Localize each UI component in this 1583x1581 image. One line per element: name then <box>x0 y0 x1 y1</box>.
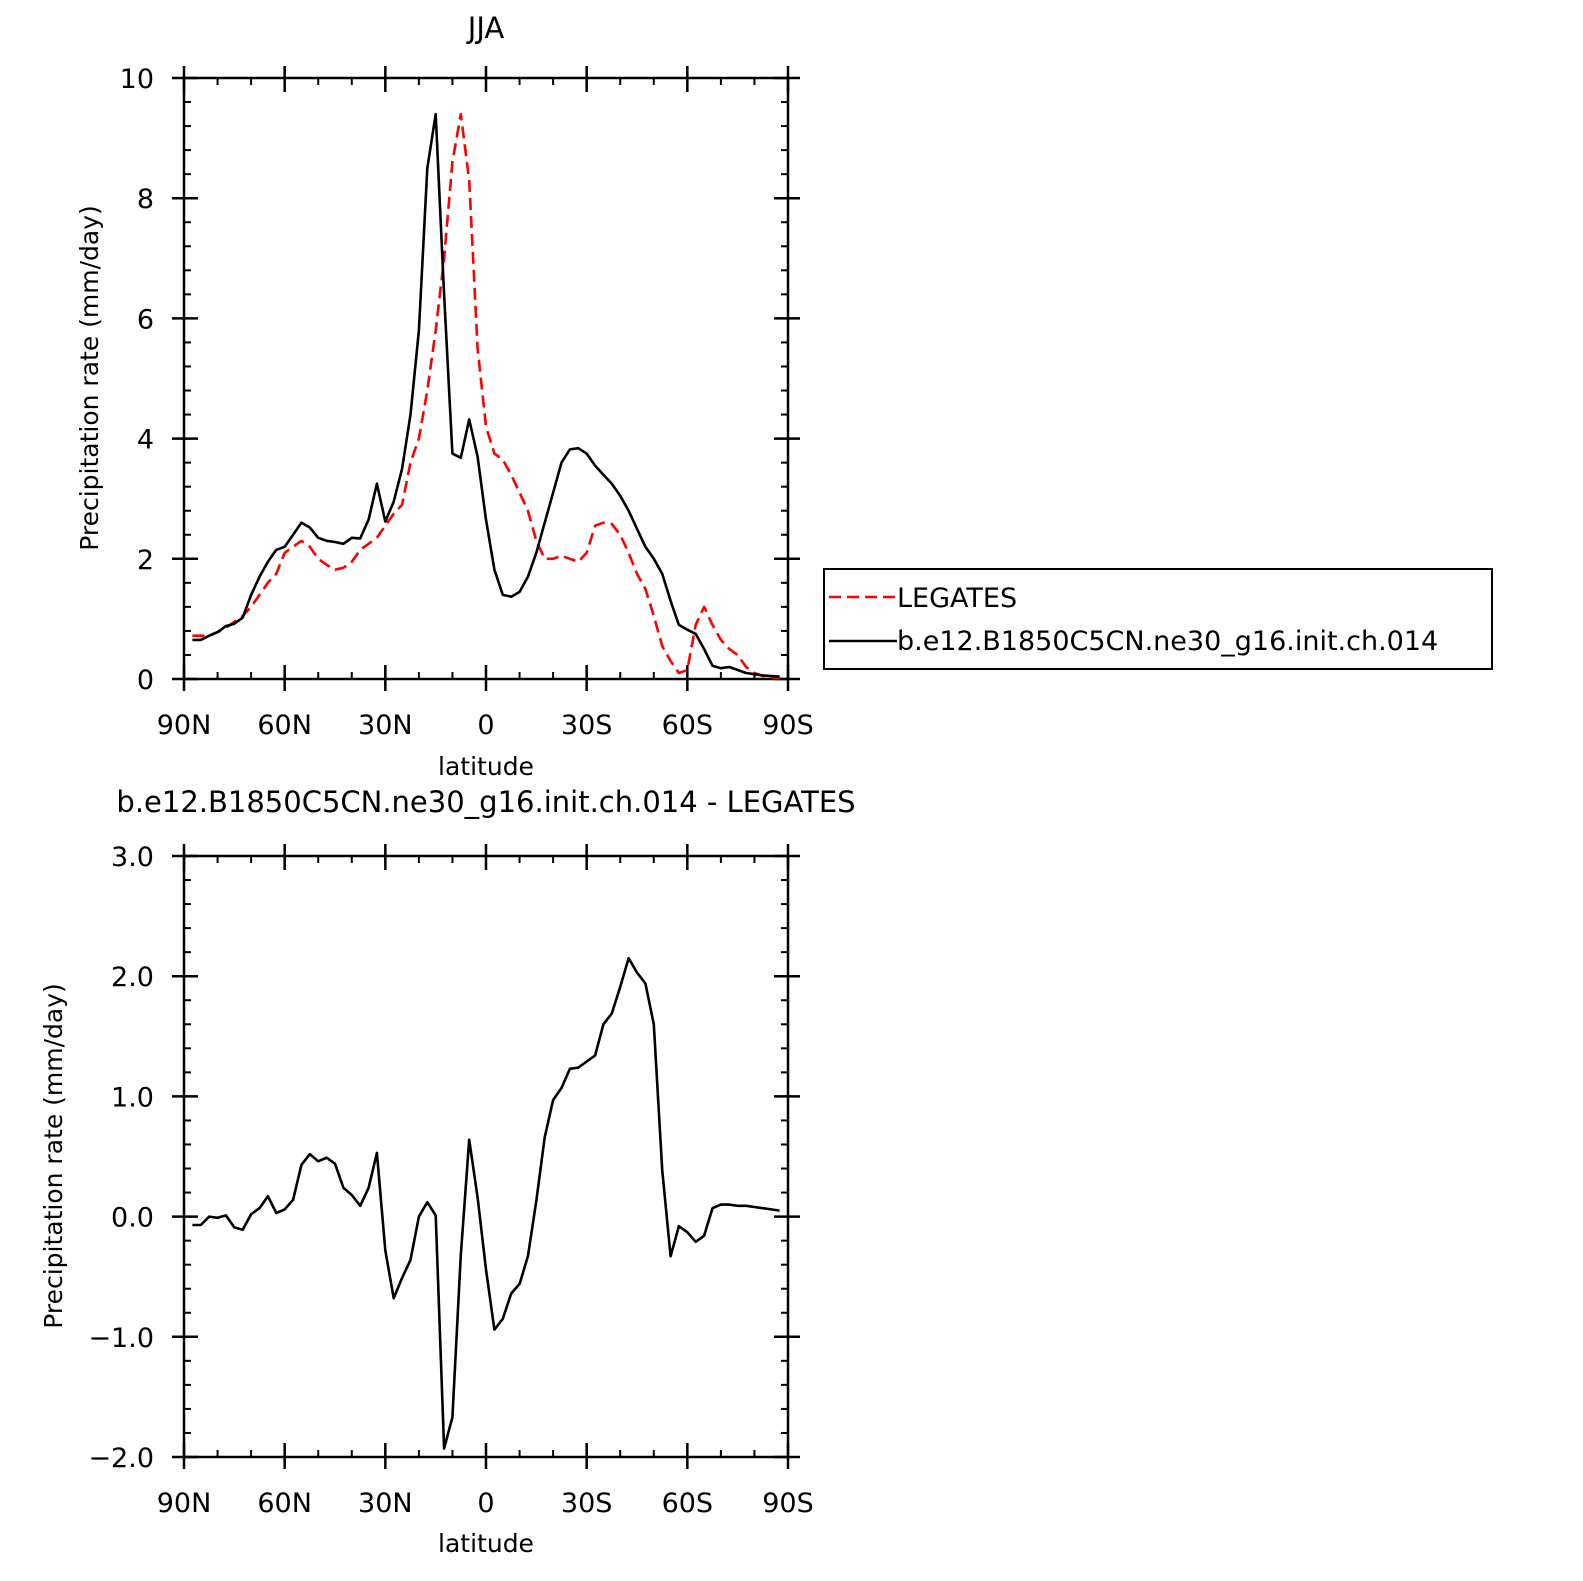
y-tick-label: −2.0 <box>88 1443 154 1474</box>
legend: LEGATES b.e12.B1850C5CN.ne30_g16.init.ch… <box>823 568 1493 670</box>
y-tick-label: 2 <box>137 545 154 576</box>
top-series-lines <box>192 112 780 680</box>
x-tick-label: 60N <box>257 710 312 741</box>
series-line-difference <box>192 956 780 1450</box>
bottom-y-axis-title: Precipitation rate (mm/day) <box>39 983 68 1329</box>
x-tick-label: 90N <box>157 710 212 741</box>
y-tick-label: 2.0 <box>111 962 154 993</box>
y-tick-label: 6 <box>137 304 154 335</box>
y-tick-label: 4 <box>137 425 154 456</box>
bottom-x-axis-title: latitude <box>438 1529 534 1558</box>
x-tick-label: 0 <box>477 1488 494 1519</box>
top-chart-title: JJA <box>466 11 505 45</box>
bottom-panel: b.e12.B1850C5CN.ne30_g16.init.ch.014 - L… <box>39 785 856 1558</box>
bottom-axis-ticks: 90N 60N 30N 0 30S 60S 90S −2.0 −1.0 0.0 1.0 2.0 3.0 <box>88 842 813 1519</box>
y-tick-label: −1.0 <box>88 1323 154 1354</box>
bottom-plot-frame <box>182 854 790 1459</box>
top-axis-ticks: 90N 60N 30N 0 30S 60S 90S 0 2 4 6 8 10 <box>120 64 814 741</box>
y-tick-label: 3.0 <box>111 842 154 873</box>
x-tick-label: 90S <box>762 1488 814 1519</box>
top-plot-frame <box>182 76 790 681</box>
y-tick-label: 1.0 <box>111 1082 154 1113</box>
x-tick-label: 30S <box>561 710 613 741</box>
x-tick-label: 0 <box>477 710 494 741</box>
x-tick-label: 30S <box>561 1488 613 1519</box>
legend-label-model: b.e12.B1850C5CN.ne30_g16.init.ch.014 <box>897 626 1438 657</box>
x-tick-label: 90N <box>157 1488 212 1519</box>
x-tick-label: 30N <box>358 710 413 741</box>
x-tick-label: 60S <box>662 1488 714 1519</box>
top-y-axis-title: Precipitation rate (mm/day) <box>75 205 104 551</box>
legend-label-legates: LEGATES <box>897 583 1017 614</box>
series-line-model <box>192 112 780 678</box>
series-line-legates <box>192 112 780 680</box>
y-tick-label: 0.0 <box>111 1203 154 1234</box>
y-tick-label: 8 <box>137 184 154 215</box>
bottom-series-lines <box>192 956 780 1450</box>
legend-box <box>823 568 1493 670</box>
y-tick-label: 10 <box>120 64 154 95</box>
x-tick-label: 60N <box>257 1488 312 1519</box>
x-tick-label: 60S <box>662 710 714 741</box>
y-tick-label: 0 <box>137 665 154 696</box>
bottom-chart-title: b.e12.B1850C5CN.ne30_g16.init.ch.014 - L… <box>116 785 855 819</box>
x-tick-label: 90S <box>762 710 814 741</box>
top-x-axis-title: latitude <box>438 752 534 781</box>
x-tick-label: 30N <box>358 1488 413 1519</box>
